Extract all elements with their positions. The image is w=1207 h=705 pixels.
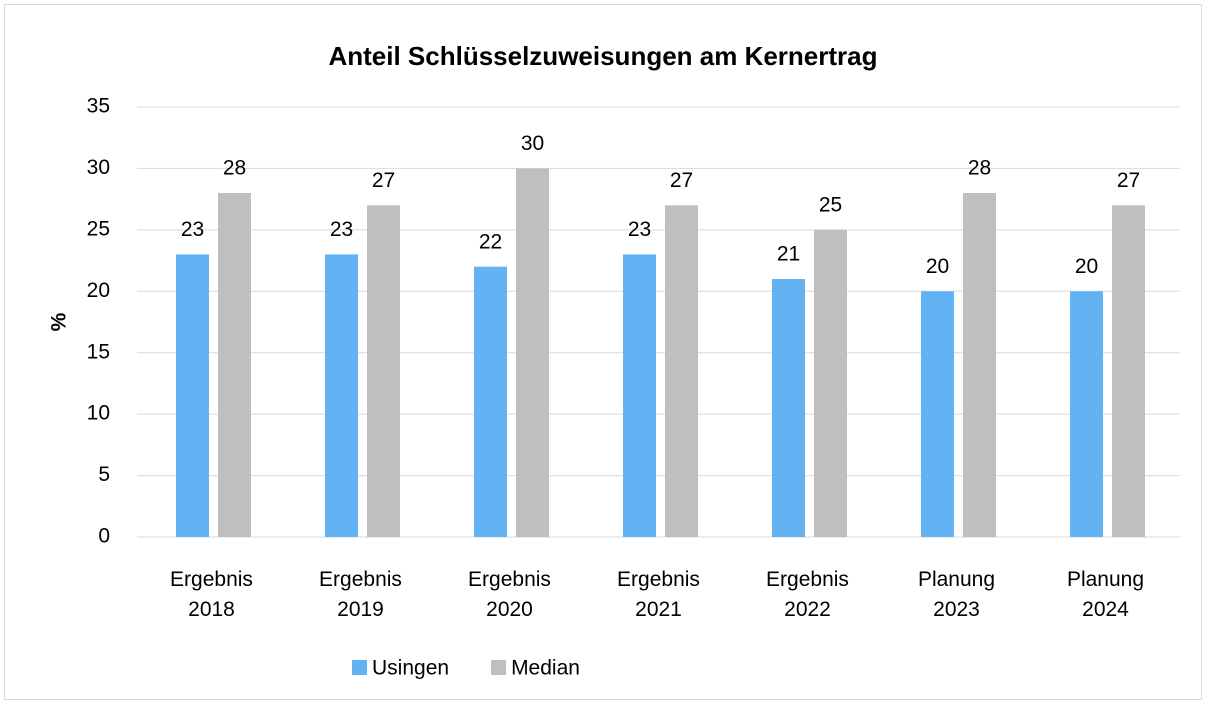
data-label: 28 xyxy=(223,157,246,180)
data-label: 23 xyxy=(181,218,204,241)
bar xyxy=(814,229,847,537)
data-label: 21 xyxy=(777,243,800,266)
bar xyxy=(665,205,698,538)
data-label: 22 xyxy=(479,230,502,253)
legend-label: Usingen xyxy=(372,657,449,680)
y-tick-label: 35 xyxy=(87,95,110,118)
x-tick-label: Planung 2023 xyxy=(918,568,995,621)
data-label: 20 xyxy=(926,255,949,278)
y-tick-label: 10 xyxy=(87,402,110,425)
data-label: 27 xyxy=(372,169,395,192)
y-tick-label: 15 xyxy=(87,340,110,363)
data-label: 27 xyxy=(670,169,693,192)
bar xyxy=(176,254,209,537)
data-label: 25 xyxy=(819,193,842,216)
bar xyxy=(921,291,954,537)
y-tick-label: 20 xyxy=(87,279,110,302)
chart-title: Anteil Schlüsselzuweisungen am Kernertra… xyxy=(328,41,877,71)
x-tick-label: Planung 2024 xyxy=(1067,568,1144,621)
x-tick-label: Ergebnis 2022 xyxy=(766,568,849,621)
legend-label: Median xyxy=(511,657,580,680)
y-tick-label: 0 xyxy=(98,525,110,548)
legend-swatch xyxy=(491,660,507,675)
legend-swatch xyxy=(352,660,367,675)
bar xyxy=(623,254,656,537)
x-tick-label: Ergebnis 2021 xyxy=(617,568,700,621)
bar xyxy=(1070,291,1103,537)
bar xyxy=(367,205,400,538)
bar xyxy=(474,266,507,537)
data-label: 23 xyxy=(628,218,651,241)
y-axis-label: % xyxy=(48,312,71,331)
x-tick-label: Ergebnis 2020 xyxy=(468,568,551,621)
x-tick-label: Ergebnis 2018 xyxy=(170,568,253,621)
y-tick-label: 25 xyxy=(87,217,110,240)
data-label: 30 xyxy=(521,132,544,155)
bar xyxy=(218,193,251,537)
bar xyxy=(516,168,549,537)
data-label: 28 xyxy=(968,157,991,180)
bar xyxy=(325,254,358,537)
data-label: 23 xyxy=(330,218,353,241)
y-tick-label: 30 xyxy=(87,156,110,179)
bar xyxy=(1112,205,1145,538)
x-tick-label: Ergebnis 2019 xyxy=(319,568,402,621)
bar xyxy=(963,193,996,537)
y-tick-label: 5 xyxy=(98,463,110,486)
data-label: 20 xyxy=(1075,255,1098,278)
data-label: 27 xyxy=(1117,169,1140,192)
bar xyxy=(772,279,805,537)
